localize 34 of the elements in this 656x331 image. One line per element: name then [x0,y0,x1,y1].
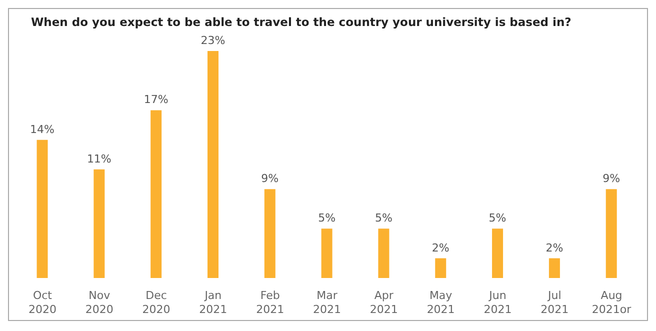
x-tick-label: Oct 2020 [28,289,56,316]
bar [548,258,560,278]
data-label: 14% [30,122,54,136]
x-tick-label: Feb 2021 [256,289,284,316]
bar [264,189,276,278]
bar [36,140,48,278]
x-tick-label: Dec 2020 [142,289,170,316]
x-tick-label: Nov 2020 [85,289,114,316]
bar [207,51,218,278]
data-label: 9% [261,172,279,186]
data-label: 2% [432,241,450,254]
x-tick-label: May 2021 [426,289,455,316]
bar [321,228,332,278]
x-tick-label: Apr 2021 [370,289,398,316]
x-tick-label: Jul 2021 [540,289,569,316]
data-label: 5% [318,212,336,225]
x-tick-label: Mar 2021 [313,289,341,316]
chart-title: When do you expect to be able to travel to the country your university is based in? [31,15,572,29]
x-tick-label: Jun 2021 [484,289,512,316]
data-label: 2% [546,241,564,254]
data-label: 5% [488,212,506,225]
data-label: 11% [86,152,112,166]
x-tick-label: Aug 2021or [592,289,632,316]
data-label: 23% [200,34,226,47]
data-label: 17% [144,93,168,106]
bar [378,228,390,278]
bar [492,228,504,278]
bar [606,189,617,278]
data-label: 9% [602,172,620,186]
bar [94,169,105,278]
data-label: 5% [374,212,392,225]
x-tick-label: Jan 2021 [199,289,228,316]
bar [435,258,446,278]
bar [150,110,162,278]
